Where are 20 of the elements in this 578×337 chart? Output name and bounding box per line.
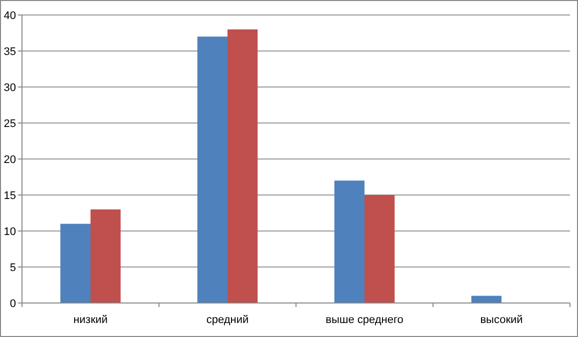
- y-tick-label: 20: [4, 154, 16, 166]
- x-tick-label: высокий: [480, 314, 523, 326]
- bar: [334, 180, 364, 303]
- y-tick-label: 35: [4, 46, 16, 58]
- x-tick-label: выше среднего: [326, 314, 404, 326]
- bar: [197, 36, 228, 303]
- y-tick-label: 25: [4, 118, 16, 130]
- bar: [60, 224, 90, 303]
- bar: [228, 29, 258, 303]
- bar: [364, 195, 395, 303]
- y-tick-label: 10: [4, 226, 16, 238]
- x-tick-label: низкий: [73, 314, 108, 326]
- y-tick-label: 5: [10, 262, 16, 274]
- y-tick-label: 30: [4, 82, 16, 94]
- bar: [90, 209, 121, 303]
- y-tick-label: 0: [10, 298, 16, 310]
- y-tick-label: 40: [4, 10, 16, 22]
- x-tick-label: средний: [206, 314, 249, 326]
- bar: [471, 296, 502, 303]
- y-tick-label: 15: [4, 190, 16, 202]
